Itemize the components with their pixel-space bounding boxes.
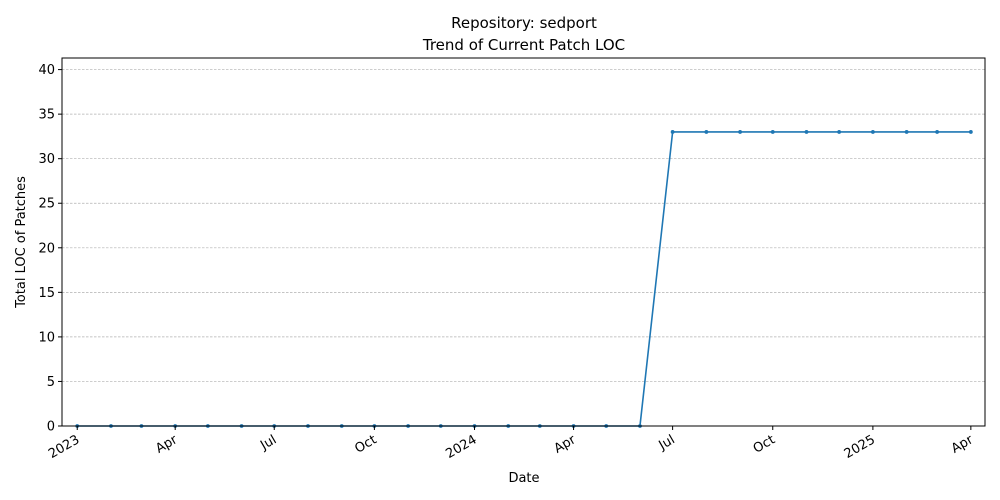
data-point [770,130,775,134]
chart-title: Repository: sedport [451,14,597,32]
data-point [704,130,709,134]
y-tick-label: 15 [38,286,55,301]
plot-area [75,130,973,428]
x-tick-label: Apr [949,432,977,457]
data-point [968,130,973,134]
x-tick-label: 2023 [46,432,82,462]
chart-subtitle: Trend of Current Patch LOC [422,36,625,54]
data-point [837,130,842,134]
x-tick-label: Apr [153,432,181,457]
data-point [738,130,743,134]
y-gridlines [62,69,985,427]
x-tick-label: Jul [656,432,678,453]
y-tick-label: 25 [38,197,55,212]
x-tick-label: Oct [352,432,379,456]
y-tick-label: 35 [38,108,55,123]
x-tick-label: Apr [552,432,580,457]
y-tick-label: 10 [38,330,55,345]
data-point [804,130,809,134]
x-tick-label: 2024 [443,432,479,462]
data-point [904,130,909,134]
y-tick-label: 0 [47,420,55,435]
y-tick-label: 30 [38,152,55,167]
series-line [77,131,971,427]
data-point [935,130,940,134]
data-point [670,130,675,134]
data-point [870,130,875,134]
x-axis-label: Date [508,471,539,486]
x-tick-label: 2025 [842,432,878,462]
axes-frame [61,57,986,427]
y-tick-label: 5 [47,375,55,390]
y-tick-label: 20 [38,241,55,256]
x-tick-label: Jul [257,432,279,453]
x-tick-label: Oct [751,432,778,456]
y-tick-label: 40 [38,63,55,78]
y-axis-label: Total LOC of Patches [14,176,29,309]
